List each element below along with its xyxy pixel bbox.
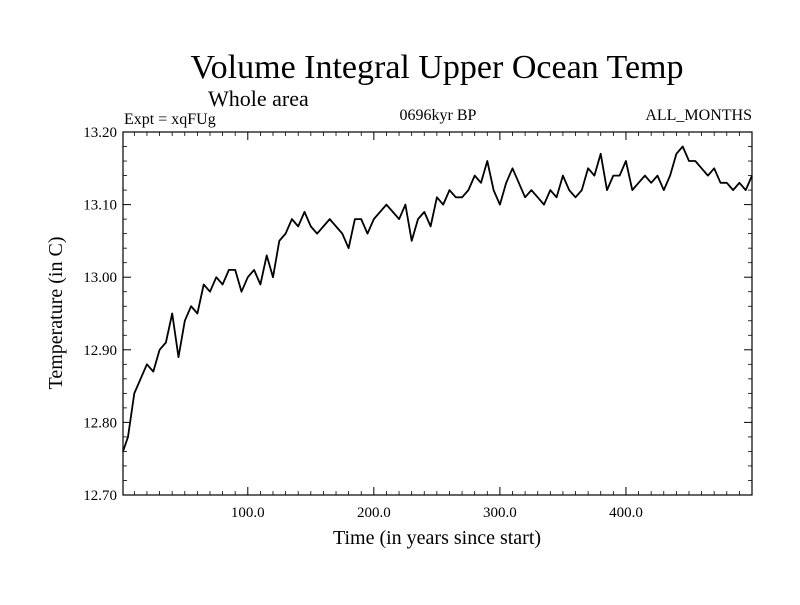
y-axis-label: Temperature (in C)	[45, 237, 67, 390]
period-label: 0696kyr BP	[400, 107, 477, 124]
y-tick-label: 12.70	[83, 488, 117, 504]
y-tick-label: 13.20	[83, 125, 117, 141]
y-tick-label: 12.80	[83, 415, 117, 431]
series-line	[122, 145, 753, 452]
x-tick-label: 100.0	[231, 505, 265, 521]
x-tick-label: 200.0	[357, 505, 391, 521]
y-tick-label: 12.90	[83, 343, 117, 359]
y-axis: 12.70 12.80 12.90 13.00 13.10 13.20	[83, 125, 752, 504]
y-tick-label: 13.00	[83, 270, 117, 286]
y-tick-label: 13.10	[83, 198, 117, 214]
months-label: ALL_MONTHS	[645, 107, 752, 124]
x-axis-label: Time (in years since start)	[333, 527, 541, 549]
x-tick-label: 300.0	[483, 505, 517, 521]
x-tick-label: 400.0	[609, 505, 643, 521]
x-axis: 100.0 200.0 300.0 400.0	[133, 132, 740, 521]
plot-frame	[122, 131, 753, 496]
expt-label: Expt = xqFUg	[124, 111, 216, 128]
chart-subtitle: Whole area	[208, 86, 309, 111]
chart-title: Volume Integral Upper Ocean Temp	[191, 49, 684, 86]
